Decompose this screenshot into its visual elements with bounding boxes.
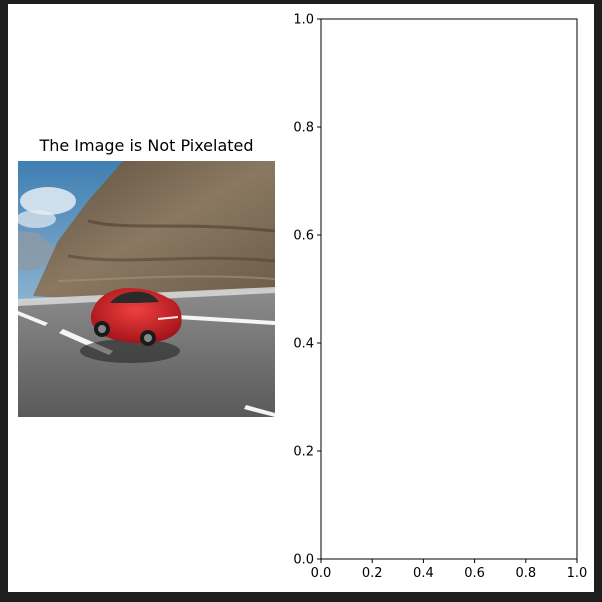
plot-axes: 0.0 0.2 0.4 0.6 0.8 1.0 0.0 0.2 0.4 0.6 0.8 1.0 bbox=[293, 13, 587, 582]
y-tick-label: 0.4 bbox=[293, 337, 314, 352]
y-tick-label: 0.6 bbox=[293, 229, 314, 244]
y-tick-label: 0.2 bbox=[293, 445, 314, 460]
x-tick-label: 1.0 bbox=[567, 566, 588, 581]
x-tick-label: 0.4 bbox=[413, 566, 434, 581]
y-tick-label: 1.0 bbox=[293, 13, 314, 28]
plot-frame bbox=[320, 18, 578, 560]
x-tick-label: 0.2 bbox=[362, 566, 383, 581]
x-tick-label: 0.8 bbox=[515, 566, 536, 581]
figure-canvas: The Image is Not Pixelated bbox=[8, 4, 594, 592]
photo-title: The Image is Not Pixelated bbox=[39, 136, 254, 155]
x-tick-label: 0.0 bbox=[311, 566, 332, 581]
y-tick-label: 0.8 bbox=[293, 121, 314, 136]
x-tick-label: 0.6 bbox=[464, 566, 485, 581]
empty-plot: 0.0 0.2 0.4 0.6 0.8 1.0 0.0 0.2 0.4 0.6 0.8 1.0 bbox=[293, 13, 587, 582]
car-photo bbox=[18, 161, 275, 417]
y-tick-label: 0.0 bbox=[293, 553, 314, 568]
